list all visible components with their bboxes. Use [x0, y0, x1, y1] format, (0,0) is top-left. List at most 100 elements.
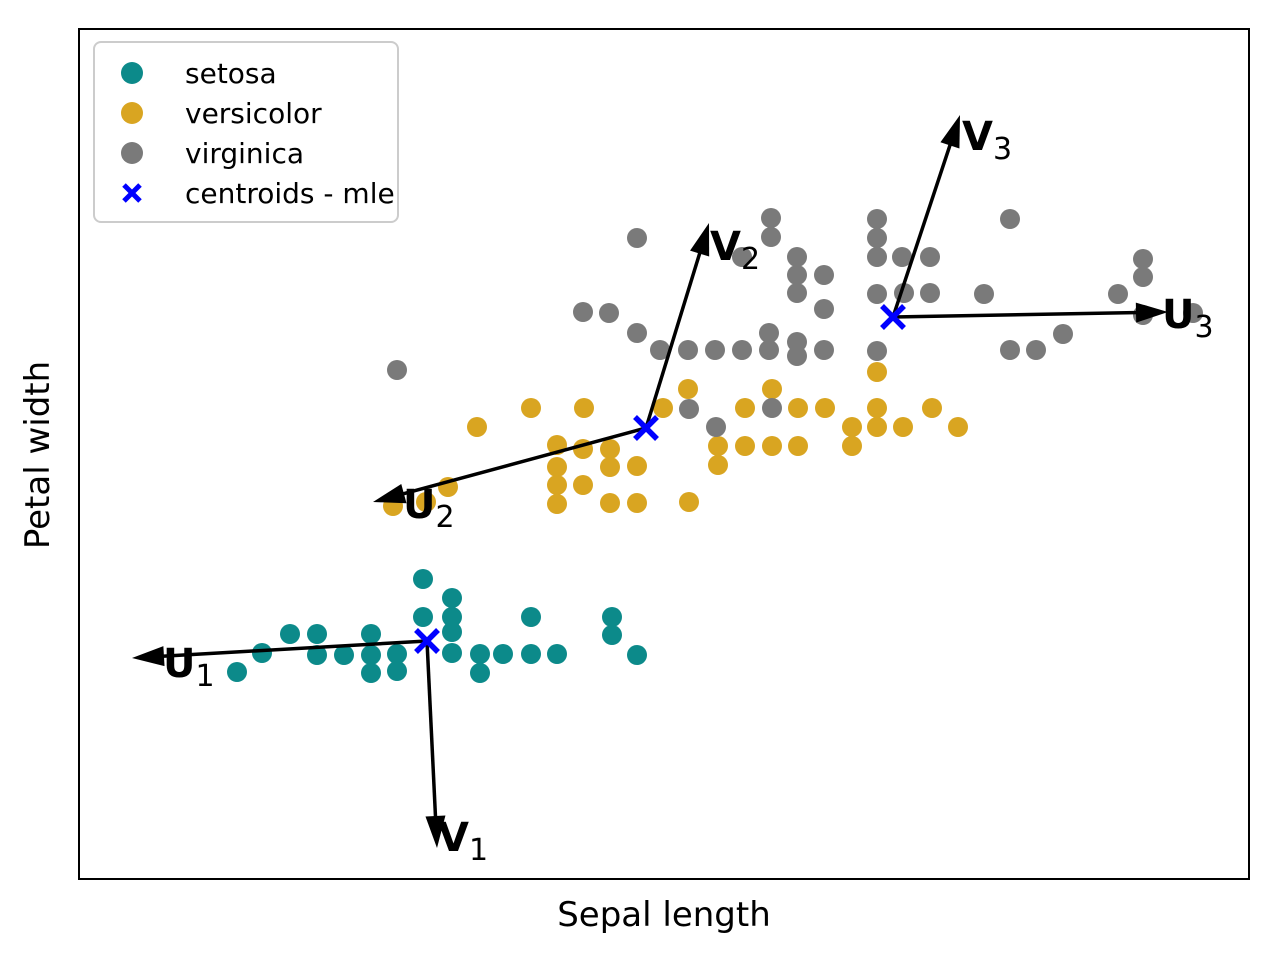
x-axis-label: Sepal length	[557, 895, 771, 935]
arrow-label-U3: U3	[1162, 292, 1214, 345]
point-setosa	[442, 622, 462, 642]
point-setosa	[334, 645, 354, 665]
point-setosa	[361, 663, 381, 683]
arrow-label-U1: U1	[163, 641, 215, 694]
legend-label: versicolor	[185, 96, 322, 130]
point-versicolor	[842, 436, 862, 456]
point-versicolor	[679, 492, 699, 512]
point-versicolor	[893, 417, 913, 437]
point-virginica	[814, 265, 834, 285]
legend-circle-marker	[121, 102, 143, 124]
point-virginica	[627, 323, 647, 343]
point-versicolor	[627, 456, 647, 476]
legend-circle-marker	[121, 142, 143, 164]
point-virginica	[787, 346, 807, 366]
point-setosa	[361, 645, 381, 665]
point-setosa	[442, 607, 462, 627]
point-setosa	[627, 645, 647, 665]
point-virginica	[678, 340, 698, 360]
point-virginica	[1183, 303, 1203, 323]
point-setosa	[521, 644, 541, 664]
point-versicolor	[922, 398, 942, 418]
arrow-line-U1	[159, 639, 428, 659]
point-virginica	[759, 340, 779, 360]
point-virginica	[814, 340, 834, 360]
arrow-head-U1	[132, 646, 165, 667]
point-versicolor	[815, 398, 835, 418]
legend-x-marker	[122, 183, 142, 203]
point-versicolor	[600, 457, 620, 477]
point-virginica	[573, 302, 593, 322]
arrow-head-V2	[690, 223, 710, 257]
point-virginica	[867, 284, 887, 304]
plot-frame	[78, 28, 1250, 880]
arrow-label-U2: U2	[403, 482, 455, 535]
point-virginica	[867, 341, 887, 361]
point-virginica	[732, 247, 752, 267]
legend-item-virginica: virginica	[95, 133, 397, 173]
arrow-label-V2: V2	[710, 224, 760, 277]
point-versicolor	[788, 398, 808, 418]
legend-label: centroids - mle	[185, 176, 395, 210]
point-versicolor	[708, 436, 728, 456]
point-setosa	[361, 624, 381, 644]
point-virginica	[1026, 340, 1046, 360]
arrow-label-V3: V3	[962, 114, 1012, 167]
legend-item-versicolor: versicolor	[95, 93, 397, 133]
arrow-head-U3	[1135, 302, 1168, 323]
point-versicolor	[467, 417, 487, 437]
point-virginica	[787, 283, 807, 303]
point-virginica	[867, 247, 887, 267]
point-versicolor	[948, 417, 968, 437]
point-versicolor	[521, 398, 541, 418]
point-virginica	[867, 209, 887, 229]
point-setosa	[493, 644, 513, 664]
point-virginica	[920, 283, 940, 303]
point-versicolor	[842, 417, 862, 437]
centroid-x-marker	[880, 304, 906, 330]
point-versicolor	[600, 493, 620, 513]
legend: setosa versicolor virginica centroids - mle	[93, 41, 399, 223]
legend-circle-marker	[121, 62, 143, 84]
point-versicolor	[547, 475, 567, 495]
point-virginica	[706, 417, 726, 437]
point-virginica	[1108, 284, 1128, 304]
arrow-head-V3	[940, 115, 960, 149]
point-versicolor	[627, 493, 647, 513]
point-setosa	[442, 643, 462, 663]
arrow-line-V1	[425, 640, 438, 821]
point-virginica	[1133, 267, 1153, 287]
point-virginica	[627, 228, 647, 248]
point-virginica	[892, 247, 912, 267]
point-versicolor	[416, 492, 436, 512]
point-virginica	[974, 284, 994, 304]
centroid-x-marker	[633, 415, 659, 441]
point-versicolor	[867, 417, 887, 437]
point-versicolor	[600, 439, 620, 459]
point-virginica	[761, 208, 781, 228]
legend-label: setosa	[185, 56, 277, 90]
point-setosa	[307, 645, 327, 665]
point-setosa	[387, 644, 407, 664]
point-setosa	[413, 607, 433, 627]
point-setosa	[470, 644, 490, 664]
point-versicolor	[867, 398, 887, 418]
arrow-line-V2	[644, 249, 703, 429]
point-setosa	[413, 569, 433, 589]
point-versicolor	[574, 398, 594, 418]
point-virginica	[1053, 324, 1073, 344]
point-virginica	[732, 340, 752, 360]
point-virginica	[762, 398, 782, 418]
legend-item-centroids-mle: centroids - mle	[95, 173, 397, 213]
point-setosa	[307, 624, 327, 644]
arrow-line-U2	[399, 426, 647, 497]
point-setosa	[470, 663, 490, 683]
point-setosa	[387, 661, 407, 681]
point-versicolor	[762, 379, 782, 399]
arrow-line-V3	[891, 141, 953, 318]
point-versicolor	[653, 398, 673, 418]
point-setosa	[547, 644, 567, 664]
point-versicolor	[762, 436, 782, 456]
